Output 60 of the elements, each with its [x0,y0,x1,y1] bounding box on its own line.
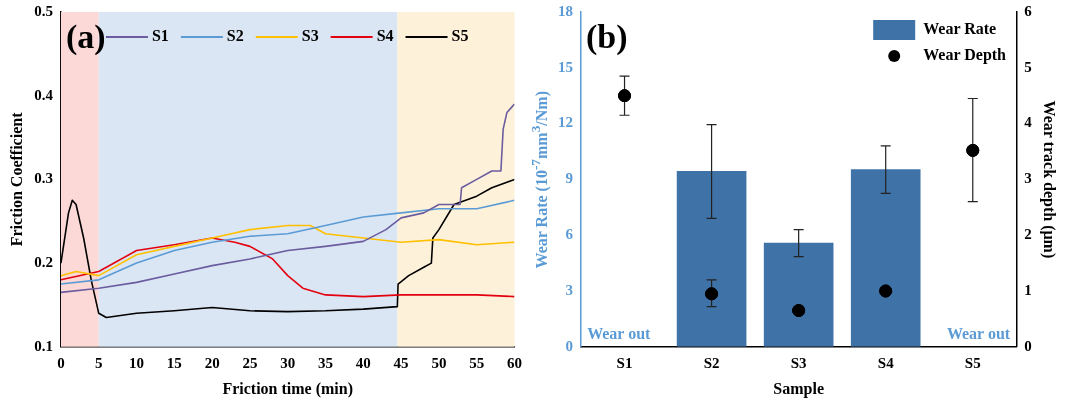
y-tick-label: 3 [565,281,573,298]
y-tick-label: 0.1 [34,337,53,354]
x-tick-label: 55 [469,354,485,371]
y2-tick-label: 6 [1024,2,1033,19]
bar [763,242,834,347]
x-tick-label: 60 [507,354,522,371]
legend-label: S3 [301,27,319,45]
x-tick-label: 20 [204,354,220,371]
y2-tick-label: 1 [1024,281,1032,298]
x-tick-label: 50 [431,354,447,371]
point [966,143,980,157]
x-tick-label: 0 [57,354,65,371]
y-tick-label: 0.4 [34,86,54,103]
legend-label: S1 [151,27,169,45]
legend-label: S5 [451,27,469,45]
annotation: Wear out [587,324,652,342]
chart-title: (a) [65,17,106,56]
y-tick-label: 0.5 [34,2,53,19]
point [618,89,632,103]
x-tick-label: S4 [877,354,895,371]
x-axis-title: Sample [773,379,824,398]
y2-axis-title: Wear track depth (μm) [1040,100,1059,259]
y2-tick-label: 3 [1024,170,1032,187]
chart-title: (b) [586,17,628,56]
x-tick-label: 5 [95,354,103,371]
y-tick-label: 6 [565,226,574,243]
bar [850,169,921,347]
legend-label: Wear Depth [923,46,1007,65]
x-tick-label: 35 [318,354,334,371]
y-tick-label: 0 [565,337,573,354]
y2-tick-label: 5 [1024,58,1032,75]
x-tick-label: S2 [703,354,720,371]
x-tick-label: 30 [280,354,296,371]
y2-tick-label: 4 [1024,114,1033,131]
y2-tick-label: 0 [1024,337,1032,354]
x-tick-label: S1 [616,354,633,371]
point [792,304,806,318]
x-tick-label: 10 [129,354,145,371]
x-tick-label: 15 [166,354,182,371]
legend-label: S4 [376,27,394,45]
legend-label: Wear Rate [923,20,997,38]
y-tick-label: 18 [558,2,573,19]
point [879,284,893,298]
x-tick-label: S3 [790,354,807,371]
x-tick-label: 25 [242,354,258,371]
y-axis-title: Friction Coefficient [7,111,25,247]
y-tick-label: 0.2 [34,253,53,270]
x-axis-title: Friction time (min) [222,379,354,398]
x-tick-label: 45 [393,354,409,371]
x-tick-label: S5 [964,354,981,371]
y-tick-label: 15 [558,58,573,75]
y-tick-label: 9 [565,170,573,187]
legend-label: S2 [226,27,244,45]
bar [676,171,747,347]
y-tick-label: 0.3 [34,170,53,187]
point [705,287,719,301]
y2-tick-label: 2 [1024,226,1032,243]
y-tick-label: 12 [558,114,573,131]
x-tick-label: 40 [355,354,371,371]
annotation: Wear out [946,324,1011,342]
